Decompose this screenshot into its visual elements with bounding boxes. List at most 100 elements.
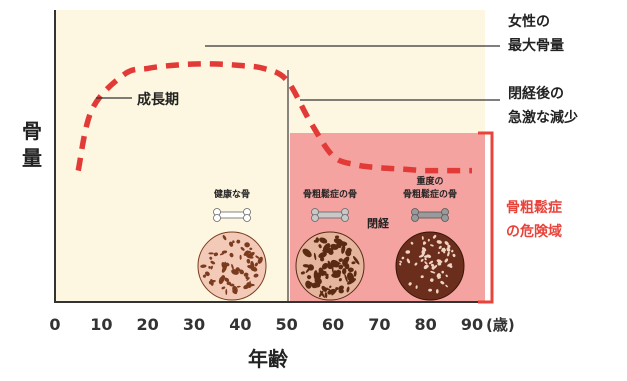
- bone-texture-spot: [255, 255, 260, 259]
- bone-texture-spot: [333, 238, 343, 245]
- bone-texture-spot: [329, 285, 332, 289]
- bone-texture-spot: [338, 278, 342, 282]
- bone-texture-spot: [229, 252, 234, 258]
- bone-texture-spot: [208, 252, 214, 255]
- bone-texture-spot: [221, 286, 226, 290]
- bone-texture-spot: [318, 252, 327, 259]
- bone-texture-spot: [435, 289, 439, 294]
- bone-texture-spot: [231, 263, 234, 270]
- bone-texture-spot: [222, 234, 227, 241]
- healthy-bone-icon: [213, 208, 251, 222]
- bone-texture-spot: [236, 239, 241, 244]
- bone-texture-spot: [320, 257, 325, 262]
- bone-texture-spot: [444, 241, 449, 246]
- severe-bone-label-line2: 骨粗鬆症の骨: [403, 188, 457, 200]
- bone-texture-spot: [225, 288, 228, 295]
- bone-texture-spot: [202, 274, 207, 278]
- y-axis-label-bottom: 量: [22, 146, 42, 170]
- bone-texture-spot: [314, 282, 321, 288]
- bone-texture-spot: [414, 262, 418, 266]
- bone-texture-spot: [253, 273, 259, 278]
- x-axis-unit: (歳): [486, 316, 515, 334]
- osteoporosis-bone-icon: [311, 208, 349, 222]
- bone-texture-spot: [338, 264, 344, 270]
- severe-bone-label-line1: 重度の: [416, 175, 443, 187]
- healthy-bone-cross-section: [197, 231, 267, 301]
- bone-texture-spot: [441, 247, 446, 250]
- bone-texture-spot: [232, 240, 235, 244]
- bone-texture-spot: [239, 269, 245, 275]
- bone-texture-spot: [431, 266, 435, 270]
- bone-texture-spot: [254, 262, 258, 267]
- bone-texture-spot: [302, 248, 312, 258]
- x-tick-label: 80: [415, 315, 437, 334]
- bone-texture-spot: [319, 237, 328, 244]
- bone-texture-spot: [347, 267, 354, 273]
- bone-texture-spot: [226, 281, 231, 286]
- osteoporosis-bone-cross-section: [295, 231, 365, 301]
- x-tick-label: 70: [368, 315, 390, 334]
- bone-texture-spot: [438, 245, 442, 249]
- bone-texture-spot: [430, 263, 435, 268]
- bone-texture-spot: [331, 264, 334, 274]
- healthy-bone-label: 健康な骨: [214, 188, 250, 200]
- x-tick-label: 60: [322, 315, 344, 334]
- bone-texture-spot: [447, 251, 450, 257]
- bone-texture-spot: [353, 270, 357, 277]
- bone-texture-spot: [245, 276, 249, 280]
- bone-texture-spot: [250, 266, 258, 272]
- bone-texture-spot: [447, 263, 453, 267]
- x-axis-title: 年齢: [248, 347, 289, 371]
- bone-texture-spot: [327, 288, 331, 291]
- bone-texture-spot: [430, 244, 434, 247]
- bone-texture-spot: [315, 237, 320, 243]
- bone-texture-spot: [426, 254, 432, 258]
- bone-texture-spot: [307, 264, 315, 271]
- bone-texture-spot: [319, 290, 325, 298]
- bone-texture-spot: [351, 261, 356, 265]
- bone-texture-spot: [440, 281, 445, 285]
- bone-texture-spot: [318, 267, 324, 275]
- x-tick-labels: 0 10 20 30 40 50 60 70 80 90: [49, 315, 483, 334]
- bone-texture-spot: [441, 270, 445, 274]
- x-tick-label: 40: [229, 315, 251, 334]
- bone-texture-spot: [343, 262, 348, 267]
- peak-label-line2: 最大骨量: [508, 37, 564, 54]
- bone-texture-spot: [422, 242, 426, 245]
- bone-texture-spot: [236, 285, 241, 288]
- bone-texture-spot: [345, 249, 352, 257]
- bone-texture-spot: [346, 278, 357, 285]
- bone-texture-spot: [219, 252, 225, 256]
- risk-bracket: [478, 131, 494, 304]
- bone-texture-spot: [328, 288, 336, 294]
- bone-texture-spot: [408, 282, 412, 286]
- bone-texture-spot: [218, 276, 225, 285]
- bone-texture-spot: [327, 262, 330, 265]
- bone-texture-spot: [335, 287, 339, 291]
- bone-texture-spot: [346, 286, 350, 293]
- bone-texture-spot: [447, 244, 451, 249]
- severe-osteoporosis-bone-cross-section: [395, 231, 465, 301]
- bone-mass-curve: [75, 61, 472, 174]
- bone-texture-spot: [443, 251, 446, 254]
- bone-texture-spot: [246, 282, 252, 288]
- bone-texture-spot: [249, 247, 253, 251]
- bone-texture-spot: [204, 271, 210, 277]
- risk-label-line2: の危険域: [506, 223, 562, 240]
- bone-texture-spot: [208, 266, 211, 269]
- bone-texture-spot: [406, 258, 411, 264]
- bone-texture-spot: [321, 285, 327, 292]
- bone-texture-spot: [444, 258, 449, 263]
- bone-texture-spot: [307, 275, 312, 280]
- bone-texture-spot: [325, 275, 329, 279]
- bone-texture-spot: [229, 283, 235, 287]
- bone-texture-spot: [436, 240, 442, 244]
- bone-texture-spot: [307, 281, 314, 286]
- bone-texture-spot: [208, 281, 212, 285]
- bone-texture-spot: [213, 252, 219, 257]
- bone-texture-spot: [342, 256, 350, 266]
- risk-label-line1: 骨粗鬆症: [506, 199, 562, 216]
- bone-texture-spot: [344, 274, 348, 283]
- x-tick-label: 90: [461, 315, 483, 334]
